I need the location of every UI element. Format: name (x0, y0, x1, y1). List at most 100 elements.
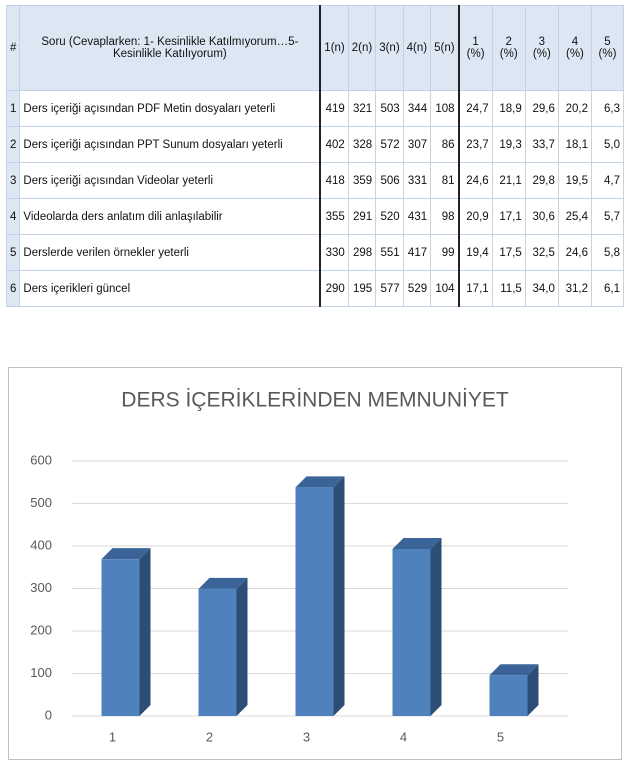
bar-side (527, 664, 539, 716)
bar-side (236, 577, 248, 716)
table-cell: 6 (5, 270, 21, 307)
header-cell: 3(n) (375, 5, 404, 91)
table-cell: 19,4 (458, 234, 493, 271)
table-cell: 529 (402, 270, 432, 307)
table-row: 6 Ders içerikleri güncel 290 195 577 529 104 17… (5, 270, 624, 307)
table-cell: 431 (402, 198, 432, 235)
bar-top (101, 548, 151, 560)
y-tick-label: 0 (45, 707, 52, 722)
table-cell: 321 (347, 90, 377, 127)
table-cell: 18,1 (557, 126, 593, 163)
table-cell: 577 (375, 270, 404, 307)
table-cell: 33,7 (524, 126, 559, 163)
bar-top (489, 664, 539, 676)
table-cell: 19,3 (491, 126, 526, 163)
table-cell: 307 (402, 126, 432, 163)
bar-side (139, 548, 151, 716)
header-row: # Soru (Cevaplarken: 1- Kesinlikle Katılm… (5, 5, 624, 91)
header-cell: 1(n) (319, 5, 349, 91)
table-row: 3 Ders içeriği açısından Videolar yeterli… (5, 162, 624, 199)
table-cell: Derslerde verilen örnekler yeterli (19, 234, 322, 271)
table-cell: 20,2 (557, 90, 593, 127)
header-cell: 3 (%) (524, 5, 559, 91)
bar-top (198, 577, 248, 589)
table-cell: 417 (402, 234, 432, 271)
table-row: 1 Ders içeriği açısından PDF Metin dosyal… (5, 90, 624, 127)
table-cell: 30,6 (524, 198, 559, 235)
table-cell: 402 (319, 126, 349, 163)
bar-side (430, 537, 442, 716)
table-cell: 1 (5, 90, 21, 127)
table-cell: 108 (430, 90, 460, 127)
table-row: 5 Derslerde verilen örnekler yeterli 330 29… (5, 234, 624, 271)
table-cell: 5 (5, 234, 21, 271)
bar (295, 487, 334, 716)
table-cell: Ders içerikleri güncel (19, 270, 322, 307)
table-row: 2 Ders içeriği açısından PPT Sunum dosyal… (5, 126, 624, 163)
header-cell: 2 (%) (491, 5, 526, 91)
table-cell: 32,5 (524, 234, 559, 271)
y-tick-label: 500 (30, 495, 52, 510)
table-cell: 19,5 (557, 162, 593, 199)
table-cell: 24,6 (458, 162, 493, 199)
table-cell: 195 (347, 270, 377, 307)
data-table: # Soru (Cevaplarken: 1- Kesinlikle Katılm… (5, 5, 624, 307)
table-cell: 572 (375, 126, 404, 163)
table-cell: 331 (402, 162, 432, 199)
table-cell: 344 (402, 90, 432, 127)
bar (198, 588, 237, 716)
table-cell: Ders içeriği açısından PPT Sunum dosyala… (19, 126, 322, 163)
table-cell: Ders içeriği açısından PDF Metin dosyala… (19, 90, 322, 127)
bar (392, 548, 431, 716)
table-cell: Ders içeriği açısından Videolar yeterli (19, 162, 322, 199)
header-cell: 4(n) (402, 5, 432, 91)
table-cell: 4,7 (591, 162, 624, 199)
table-cell: 355 (319, 198, 349, 235)
x-tick-label: 4 (400, 729, 407, 744)
x-tick-label: 3 (303, 729, 310, 744)
table-cell: 34,0 (524, 270, 559, 307)
y-tick-label: 100 (30, 665, 52, 680)
table-cell: 23,7 (458, 126, 493, 163)
bar-side (333, 476, 345, 716)
header-cell: 1 (%) (458, 5, 493, 91)
table-cell: 5,7 (591, 198, 624, 235)
table-cell: 328 (347, 126, 377, 163)
table-cell: 6,1 (591, 270, 624, 307)
header-cell: Soru (Cevaplarken: 1- Kesinlikle Katılmı… (19, 5, 322, 91)
table-cell: 506 (375, 162, 404, 199)
y-tick-label: 400 (30, 537, 52, 552)
table-cell: 418 (319, 162, 349, 199)
table-cell: 3 (5, 162, 21, 199)
header-cell: 2(n) (347, 5, 377, 91)
header-cell: 5 (%) (591, 5, 624, 91)
y-tick-label: 600 (30, 452, 52, 467)
bar-top (392, 537, 442, 549)
table-cell: 4 (5, 198, 21, 235)
table-cell: 29,6 (524, 90, 559, 127)
table-cell: 291 (347, 198, 377, 235)
table-cell: 330 (319, 234, 349, 271)
table-cell: 18,9 (491, 90, 526, 127)
table-cell: 298 (347, 234, 377, 271)
chart: DERS İÇERİKLERİNDEN MEMNUNİYET 0 100 200 30… (8, 367, 622, 760)
table-cell: 2 (5, 126, 21, 163)
table-cell: 520 (375, 198, 404, 235)
y-tick-label: 200 (30, 622, 52, 637)
table-cell: 17,1 (458, 270, 493, 307)
table-cell: 551 (375, 234, 404, 271)
table-cell: 5,8 (591, 234, 624, 271)
bar (489, 675, 528, 716)
table-cell: 6,3 (591, 90, 624, 127)
x-tick-label: 1 (109, 729, 116, 744)
table-cell: 81 (430, 162, 460, 199)
table-cell: 99 (430, 234, 460, 271)
table-cell: 25,4 (557, 198, 593, 235)
table-cell: 359 (347, 162, 377, 199)
header-cell: 5(n) (430, 5, 460, 91)
table-cell: 503 (375, 90, 404, 127)
table-cell: 24,7 (458, 90, 493, 127)
table-cell: 11,5 (491, 270, 526, 307)
table-cell: 21,1 (491, 162, 526, 199)
table-cell: 86 (430, 126, 460, 163)
